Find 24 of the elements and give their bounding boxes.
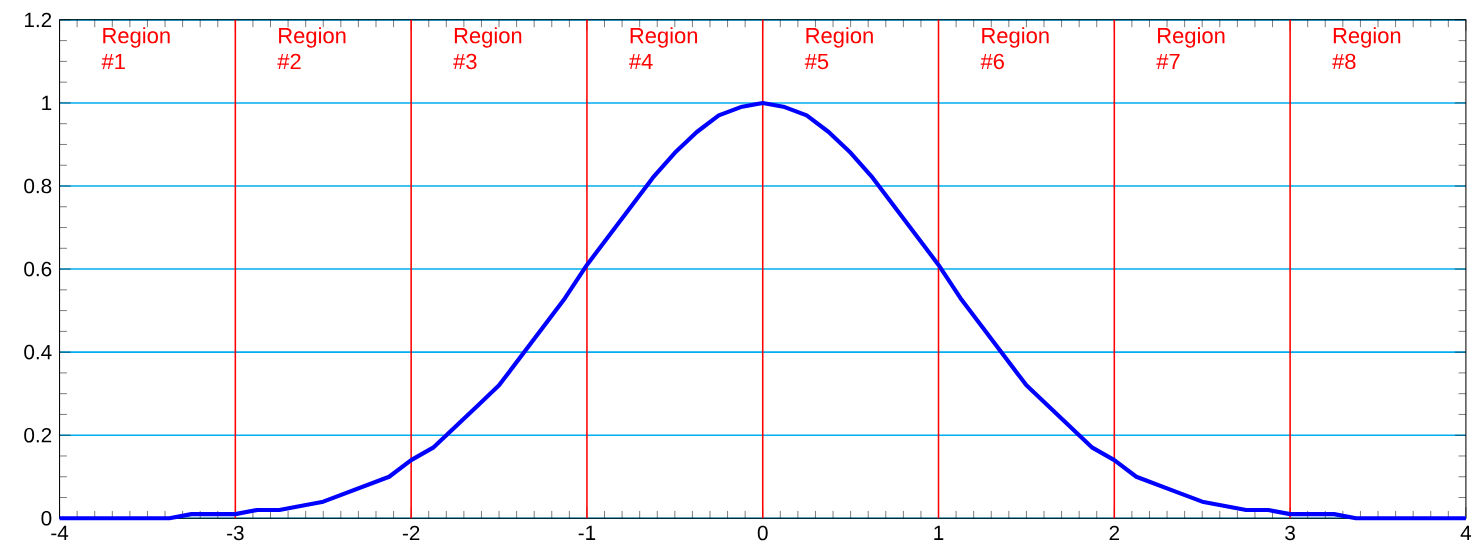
y-tick-label: 0.2 bbox=[24, 427, 52, 443]
x-tick-label: 3 bbox=[1285, 525, 1295, 541]
x-tick-label: 1 bbox=[934, 525, 944, 540]
x-tick-label: 0 bbox=[757, 525, 768, 541]
annotation: Region #1 bbox=[101, 27, 170, 69]
x-tick-label: -1 bbox=[578, 525, 596, 540]
y-tick-label: 0.6 bbox=[24, 261, 52, 277]
annotation: Region #4 bbox=[628, 27, 698, 69]
x-tick-label: -4 bbox=[51, 525, 69, 540]
annotation: Region #5 bbox=[804, 27, 873, 70]
annotation: Region #7 bbox=[1156, 27, 1225, 69]
y-tick-label: 0 bbox=[41, 510, 52, 526]
x-tick-label: -3 bbox=[227, 525, 244, 541]
y-tick-label: 1 bbox=[42, 95, 52, 110]
x-tick-label: 2 bbox=[1109, 525, 1120, 541]
annotation: Region #2 bbox=[277, 27, 346, 69]
annotation: Region #3 bbox=[453, 27, 522, 70]
y-tick-label: 1.2 bbox=[25, 12, 52, 27]
y-tick-label: 0.4 bbox=[24, 344, 52, 360]
x-tick-label: -2 bbox=[402, 525, 420, 541]
x-tick-label: 4 bbox=[1460, 525, 1472, 540]
annotation: Region #6 bbox=[980, 27, 1049, 70]
annotation: Region #8 bbox=[1332, 27, 1401, 70]
y-tick-label: 0.8 bbox=[24, 178, 52, 194]
